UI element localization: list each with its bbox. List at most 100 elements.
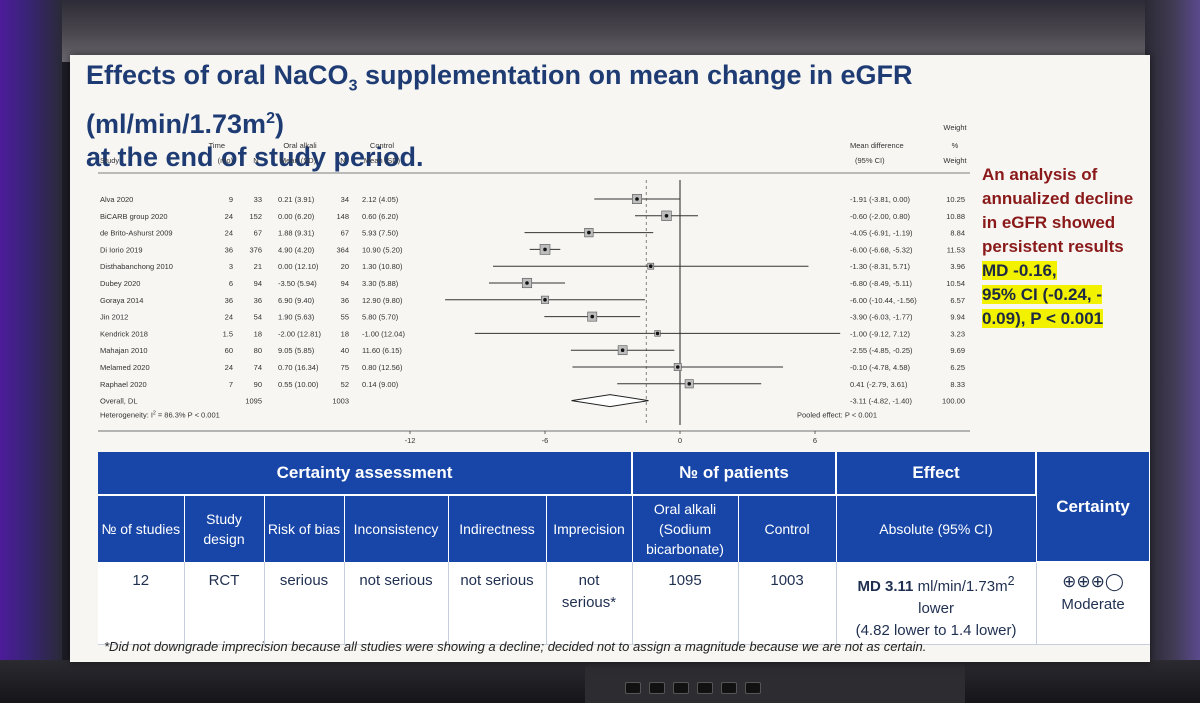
annotation-line: in eGFR showed [982, 213, 1116, 232]
cell-design: RCT [184, 562, 265, 645]
study-weight: 10.25 [946, 195, 965, 204]
study-time: 6 [229, 279, 233, 288]
cell-indirectness: not serious [448, 562, 547, 645]
study-n-alkali: 152 [249, 212, 262, 221]
col-n-studies: № of studies [98, 495, 185, 562]
col-indirectness: Indirectness [448, 495, 547, 562]
study-name: Raphael 2020 [100, 380, 147, 389]
header-oral-alkali: Oral alkali [283, 141, 317, 150]
study-weight: 6.57 [950, 296, 965, 305]
study-weight: 10.88 [946, 212, 965, 221]
study-n-control: 20 [341, 262, 349, 271]
study-mean-control: 0.60 (6.20) [362, 212, 399, 221]
study-n-alkali: 376 [249, 245, 262, 254]
pooled-diamond [571, 394, 649, 408]
study-md-ci: -6.00 (-10.44, -1.56) [850, 296, 917, 305]
cell-risk-of-bias: serious [264, 562, 345, 645]
point-estimate [635, 197, 639, 201]
col-risk-of-bias: Risk of bias [264, 495, 345, 562]
overall-label: Overall, DL [100, 397, 138, 406]
study-n-alkali: 94 [254, 279, 262, 288]
study-time: 3 [229, 262, 233, 271]
header-mean-sd-control: Mean (SD) [364, 156, 401, 165]
study-md-ci: -0.10 (-4.78, 4.58) [850, 363, 911, 372]
study-weight: 9.69 [950, 346, 965, 355]
study-md-ci: -1.00 (-9.12, 7.12) [850, 329, 911, 338]
x-tick-label: 6 [813, 436, 817, 445]
study-name: de Brito-Ashurst 2009 [100, 229, 173, 238]
study-n-alkali: 33 [254, 195, 262, 204]
study-weight: 3.96 [950, 262, 965, 271]
heterogeneity-suffix: = 86.3% P < 0.001 [156, 411, 220, 420]
study-n-alkali: 80 [254, 346, 262, 355]
annotation-line: persistent results [982, 237, 1124, 256]
projector-port [625, 682, 641, 694]
study-n-control: 148 [336, 212, 349, 221]
study-weight: 11.53 [947, 245, 965, 254]
annotation-line: annualized decline [982, 189, 1134, 208]
study-n-control: 67 [341, 229, 349, 238]
annotation-highlight: 0.09), P < 0.001 [982, 309, 1104, 328]
study-md-ci: -2.55 (-4.85, -0.25) [850, 346, 913, 355]
study-time: 7 [229, 380, 233, 389]
study-time: 36 [225, 296, 233, 305]
header-ci: (95% CI) [855, 156, 885, 165]
study-n-alkali: 67 [254, 229, 262, 238]
study-weight: 3.23 [950, 329, 965, 338]
point-estimate [687, 382, 692, 386]
study-mean-alkali: 1.88 (9.31) [278, 229, 315, 238]
point-estimate [675, 365, 680, 369]
study-mean-alkali: 0.70 (16.34) [278, 363, 319, 372]
study-mean-control: 12.90 (9.80) [362, 296, 403, 305]
study-n-control: 34 [341, 195, 349, 204]
cell-certainty: ⊕⊕⊕◯ Moderate [1036, 562, 1150, 645]
title-subscript: 3 [348, 77, 358, 95]
header-time-unit: (mo) [218, 156, 234, 165]
col-oral-alkali: Oral alkali (Sodium bicarbonate) [632, 495, 739, 562]
header-weight-pct: % [952, 141, 959, 150]
projector [585, 664, 965, 703]
study-mean-alkali: -3.50 (5.94) [278, 279, 317, 288]
study-md-ci: -3.90 (-6.03, -1.77) [850, 313, 913, 322]
point-estimate [525, 281, 529, 285]
study-name: Mahajan 2010 [100, 346, 148, 355]
study-mean-control: 0.80 (12.56) [362, 363, 403, 372]
study-md-ci: -4.05 (-6.91, -1.19) [850, 229, 913, 238]
slide-title: Effects of oral NaCO3 supplementation on… [86, 59, 986, 174]
overall-n-control: 1003 [332, 397, 349, 406]
study-n-alkali: 90 [254, 380, 262, 389]
forest-plot: Study Time (mo) N Oral alkali Mean (SD) N Contr… [98, 123, 970, 445]
left-curtain [0, 0, 62, 703]
point-estimate [590, 314, 595, 319]
cell-inconsistency: not serious [344, 562, 449, 645]
study-mean-control: 11.60 (6.15) [362, 346, 402, 355]
study-n-control: 40 [341, 346, 349, 355]
effect-md: MD 3.11 [857, 578, 914, 595]
x-tick-label: 0 [678, 436, 682, 445]
header-control: Control [370, 141, 395, 150]
study-mean-control: -1.00 (12.04) [362, 329, 405, 338]
pooled-effect-p: Pooled effect: P < 0.001 [797, 411, 877, 420]
effect-direction: lower [918, 600, 954, 617]
header-n-control: N [340, 156, 345, 165]
x-tick-label: -12 [405, 436, 416, 445]
annotation-highlight: 95% CI (-0.24, - [982, 285, 1102, 304]
annotation-line: An analysis of [982, 165, 1098, 184]
study-weight: 9.94 [950, 313, 965, 322]
overall-md-ci: -3.11 (-4.82, -1.40) [850, 397, 912, 406]
footnote: *Did not downgrade imprecision because a… [104, 639, 927, 654]
title-line-2: at the end of study period. [86, 142, 424, 173]
x-tick-label: -6 [542, 436, 549, 445]
study-mean-alkali: -2.00 (12.81) [278, 329, 321, 338]
study-md-ci: -6.00 (-6.68, -5.32) [850, 245, 913, 254]
heterogeneity-prefix: Heterogeneity: I [100, 411, 153, 420]
study-n-control: 94 [341, 279, 349, 288]
header-study: Study [100, 156, 119, 165]
study-mean-alkali: 1.90 (5.63) [278, 313, 315, 322]
projector-port [649, 682, 665, 694]
study-weight: 8.84 [950, 229, 965, 238]
title-text: ) [274, 109, 284, 140]
cell-control: 1003 [738, 562, 837, 645]
study-mean-alkali: 0.00 (12.10) [278, 262, 319, 271]
study-n-control: 18 [341, 329, 349, 338]
